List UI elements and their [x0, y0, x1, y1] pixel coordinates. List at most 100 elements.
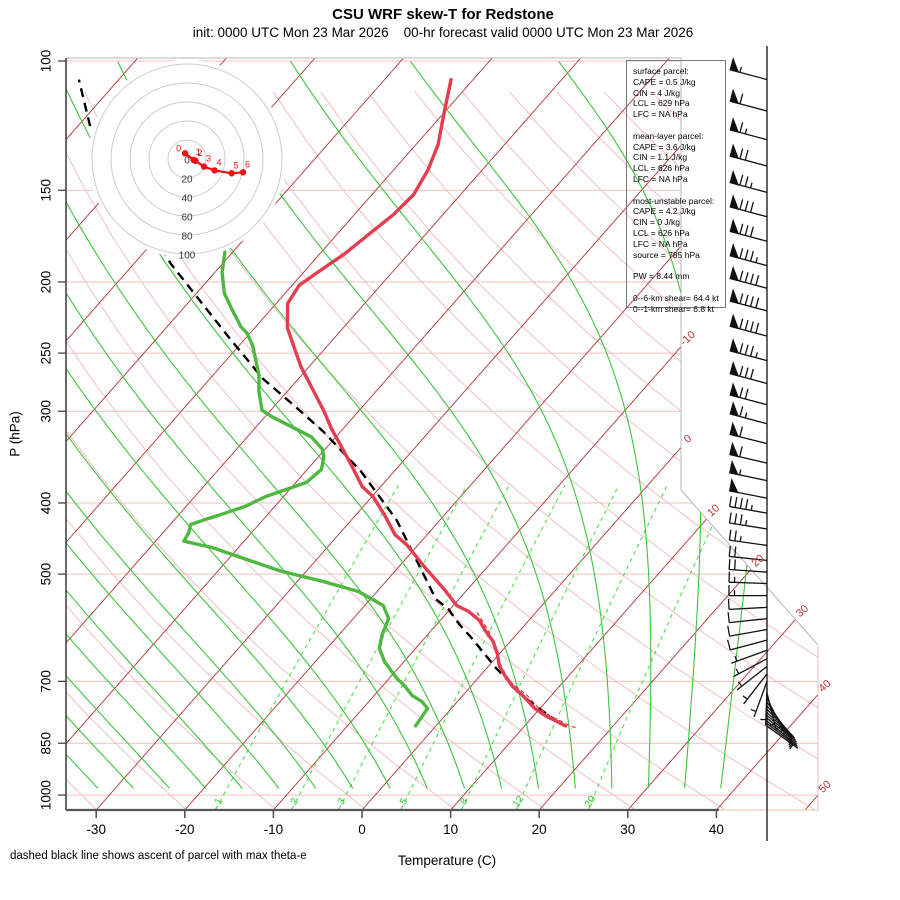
barb-full	[749, 226, 754, 237]
wind-barb	[728, 512, 768, 530]
hodograph-km-label: 1	[196, 147, 201, 157]
wind-barb	[729, 459, 768, 482]
barb-shaft	[736, 665, 768, 691]
barb-full	[739, 446, 743, 457]
wind-barb	[742, 673, 768, 705]
barb-full	[739, 93, 744, 104]
moist-adiabat-line	[66, 61, 428, 789]
barb-full	[728, 558, 731, 570]
y-tick-label: 300	[39, 400, 54, 423]
mixing-ratio-line	[291, 484, 468, 810]
wind-barb	[727, 625, 768, 637]
dry-adiabat-line	[697, 91, 818, 810]
barb-full	[744, 367, 749, 378]
barb-full	[749, 296, 754, 307]
moist-adiabat-line	[66, 61, 391, 789]
mixing-ratio-line	[400, 484, 566, 810]
mixing-ratio-label: 1	[213, 796, 226, 807]
barb-full	[744, 249, 749, 260]
footer-note: dashed black line shows ascent of parcel…	[10, 850, 307, 862]
wind-barb	[729, 218, 768, 242]
moist-adiabat-line	[66, 61, 280, 789]
hodograph-ring-label: 100	[179, 251, 196, 262]
hodograph-ring-label: 80	[181, 232, 193, 243]
barb-pennant	[729, 401, 740, 417]
barb-full	[728, 529, 732, 541]
barb-shaft	[729, 628, 768, 637]
barb-half	[739, 66, 743, 73]
hodograph-trace-dot	[192, 157, 199, 165]
barb-half	[745, 520, 748, 526]
chart-subtitle: init: 0000 UTC Mon 23 Mar 2026 00-hr for…	[192, 25, 694, 40]
barb-pennant	[729, 313, 740, 330]
isotherm-line	[804, 58, 818, 810]
x-tick-label: 40	[709, 822, 724, 837]
y-axis-title: P (hPa)	[8, 411, 23, 457]
barb-pennant	[729, 288, 740, 305]
wind-barb	[727, 612, 768, 624]
mixing-ratio-label: 2	[289, 796, 302, 807]
wind-barb	[728, 558, 768, 573]
y-tick-label: 1000	[39, 780, 54, 810]
barb-full	[749, 321, 754, 332]
barb-full	[749, 345, 754, 357]
hodograph-trace-dot	[239, 169, 247, 176]
barb-half	[750, 708, 757, 713]
info-line: PW = 8.44 mm	[633, 271, 690, 282]
hodograph-ring-label: 60	[181, 213, 193, 224]
hodograph-ring	[148, 120, 226, 198]
barb-full	[755, 297, 760, 309]
dry-adiabat-line	[461, 91, 818, 810]
hodograph-km-label: 2	[198, 148, 203, 158]
mixing-ratio-line	[215, 484, 399, 810]
y-tick-label: 500	[39, 563, 54, 586]
barb-pennant	[729, 194, 740, 210]
dry-adiabat-line	[66, 91, 725, 810]
dry-adiabat-line	[66, 91, 545, 810]
info-line: CIN = 1.1 J/kg	[633, 152, 688, 163]
y-tick-label: 250	[39, 342, 54, 365]
x-tick-label: -20	[175, 822, 195, 837]
mixing-ratio-line	[515, 484, 668, 810]
barb-full	[739, 426, 744, 437]
wind-barb	[726, 639, 768, 651]
wind-barb	[729, 441, 768, 464]
wind-barb	[728, 496, 768, 514]
barb-pennant	[729, 421, 739, 438]
isotherm-line	[95, 58, 759, 810]
barb-full	[739, 248, 744, 259]
barb-half	[734, 655, 738, 662]
plot-boundary	[66, 57, 819, 811]
dry-adiabat-line	[556, 91, 818, 810]
wind-barb	[736, 665, 768, 691]
barb-full	[739, 223, 744, 235]
barb-full	[744, 200, 749, 212]
barb-pennant	[729, 265, 740, 282]
chart-title: CSU WRF skew-T for Redstone	[332, 6, 554, 23]
mixing-ratio-label: 3	[336, 796, 349, 807]
moist-adiabat-line	[66, 61, 207, 789]
barb-full	[744, 319, 749, 331]
boundary-gray	[66, 57, 819, 646]
mixing-ratio-line	[338, 484, 510, 810]
info-line: 0--6-km shear= 64.4 kt	[633, 292, 719, 303]
barb-full	[739, 318, 744, 330]
barb-half	[744, 412, 748, 419]
barb-full	[744, 388, 749, 400]
mixing-ratio-label: 12	[511, 794, 526, 810]
dry-adiabat-line	[178, 91, 818, 810]
wind-barb	[729, 382, 768, 406]
y-tick-label: 150	[39, 179, 54, 202]
barb-full	[739, 365, 744, 377]
barb-full	[755, 275, 760, 286]
barb-full	[739, 270, 744, 282]
wind-barb	[731, 649, 768, 664]
info-line: surface parcel:	[633, 66, 689, 76]
info-line: 0--1-km shear= 6.8 kt	[633, 303, 715, 314]
hodograph-ring	[91, 63, 283, 255]
barb-shaft	[766, 725, 799, 749]
barb-full	[744, 176, 749, 187]
isotherm-edge-label: 30	[794, 603, 811, 620]
